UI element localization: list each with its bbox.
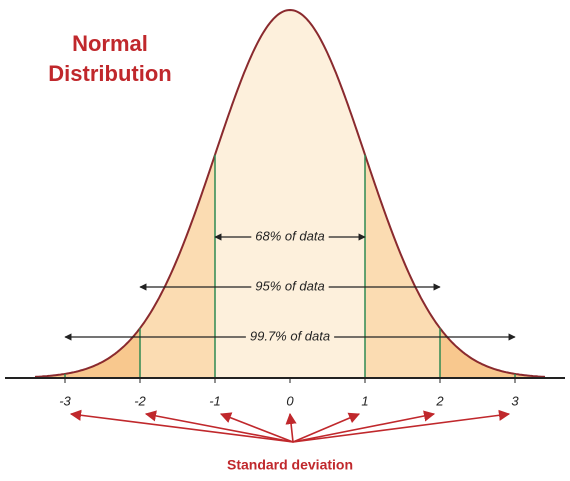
x-axis-label: Standard deviation [227, 457, 353, 473]
x-tick-label: -3 [59, 393, 71, 408]
range-label: 68% of data [255, 228, 324, 243]
curve [34, 8, 546, 378]
pointer-arrow [144, 410, 294, 443]
x-tick-label: 0 [286, 393, 294, 408]
pointer-arrow [292, 409, 511, 443]
range-label: 99.7% of data [250, 328, 330, 343]
area-fill [215, 10, 365, 378]
x-tick-label: -2 [134, 393, 146, 408]
label-bg [245, 328, 335, 344]
range-label: 95% of data [255, 278, 324, 293]
x-tick-label: 2 [435, 393, 444, 408]
x-tick-label: 3 [511, 393, 519, 408]
pointer-arrow [285, 412, 297, 443]
pointer-arrow [219, 412, 294, 443]
chart-title: Normal [72, 31, 148, 56]
x-tick-label: -1 [209, 393, 221, 408]
x-tick-label: 1 [361, 393, 368, 408]
pointer-arrow [292, 410, 436, 443]
label-bg [251, 278, 329, 294]
chart-title: Distribution [48, 61, 171, 86]
pointer-arrow [69, 409, 294, 443]
pointer-arrow [292, 412, 361, 443]
label-bg [251, 228, 329, 244]
